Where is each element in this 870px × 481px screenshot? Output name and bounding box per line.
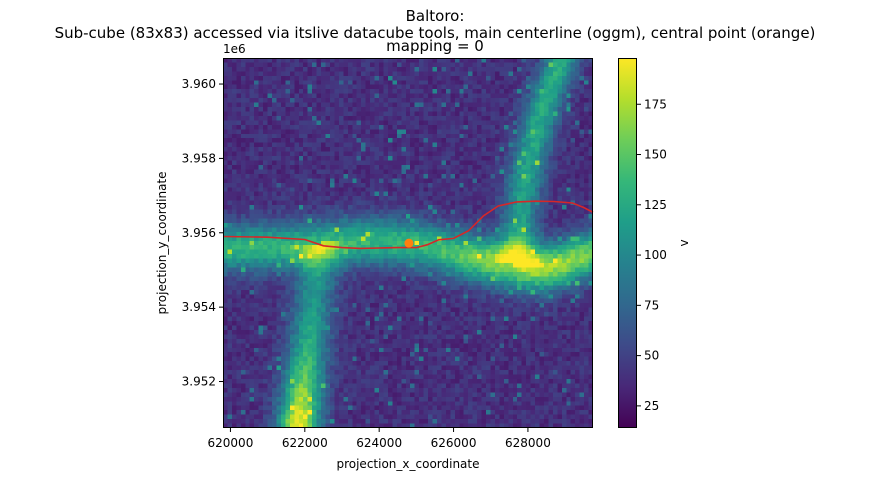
colorbar-tick-label: 75: [644, 298, 659, 312]
plot-frame: [223, 58, 593, 428]
y-tick-label: 3.952: [182, 375, 216, 389]
x-tick-label: 626000: [431, 436, 477, 450]
chart-title-line-2: Sub-cube (83x83) accessed via itslive da…: [54, 24, 816, 42]
x-tick-label: 624000: [356, 436, 402, 450]
y-tick-label: 3.960: [182, 77, 216, 91]
y-tick-label: 3.954: [182, 300, 216, 314]
y-axis-offset-text: 1e6: [223, 42, 246, 56]
central-point-marker: [404, 238, 414, 248]
colorbar-tick-label: 25: [644, 399, 659, 413]
x-axis-label: projection_x_coordinate: [336, 457, 479, 471]
chart-title-line-1: Baltoro:: [405, 7, 465, 25]
colorbar-gradient: [618, 58, 637, 428]
colorbar-tick-label: 175: [644, 97, 667, 111]
y-axis-label: projection_y_coordinate: [155, 171, 169, 314]
x-tick-label: 620000: [208, 436, 254, 450]
colorbar: 25 50 75 100 125 150 175: [618, 58, 667, 428]
colorbar-label: v: [677, 239, 691, 246]
x-tick-label: 622000: [282, 436, 328, 450]
colorbar-frame: [618, 58, 637, 428]
chart-subtitle: mapping = 0: [386, 37, 484, 55]
colorbar-tick-label: 125: [644, 198, 667, 212]
colorbar-tick-label: 100: [644, 248, 667, 262]
y-axis: 3.952 3.954 3.956 3.958 3.960: [182, 77, 223, 389]
centerline-line: [222, 200, 594, 250]
y-tick-label: 3.958: [182, 151, 216, 165]
y-tick-label: 3.956: [182, 226, 216, 240]
colorbar-tick-label: 150: [644, 148, 667, 162]
x-tick-label: 628000: [505, 436, 551, 450]
x-axis: 620000 622000 624000 626000 628000: [208, 428, 551, 450]
colorbar-tick-label: 50: [644, 349, 659, 363]
